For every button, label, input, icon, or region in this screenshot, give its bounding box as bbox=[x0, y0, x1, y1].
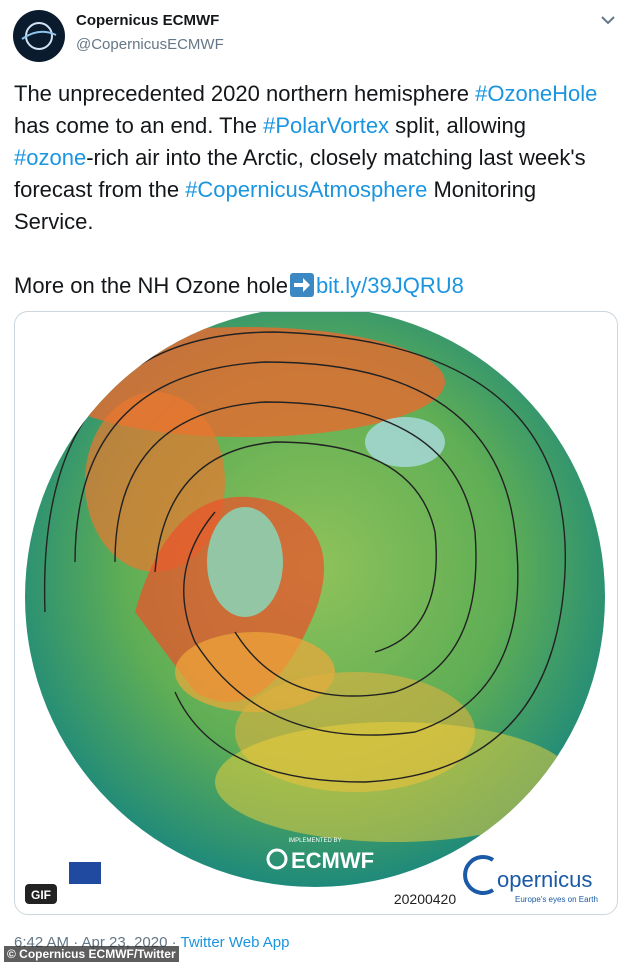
hashtag[interactable]: #PolarVortex bbox=[263, 113, 390, 138]
ozone-field bbox=[43, 327, 575, 842]
copernicus-tagline: Europe's eyes on Earth bbox=[515, 895, 598, 904]
copernicus-logo: opernicus bbox=[497, 867, 592, 892]
tweet-segment: Monitoring Service. bbox=[14, 177, 537, 234]
logos: IMPLEMENTED BY ECMWF opernicus Europe's … bbox=[25, 838, 598, 907]
more-line: More on the NH Ozone hole bit.ly/39JQRU8 bbox=[14, 270, 464, 302]
avatar[interactable] bbox=[12, 9, 66, 63]
globe-image: IMPLEMENTED BY ECMWF opernicus Europe's … bbox=[25, 312, 605, 907]
image-date: 20200420 bbox=[394, 891, 457, 907]
tweet-segment: The unprecedented 2020 northern hemisphe… bbox=[14, 81, 476, 106]
tweet-text: The unprecedented 2020 northern hemisphe… bbox=[14, 78, 610, 238]
hashtag[interactable]: #CopernicusAtmosphere bbox=[185, 177, 428, 202]
author-name[interactable]: Copernicus ECMWF bbox=[76, 12, 220, 29]
menu-chevron[interactable] bbox=[600, 14, 616, 26]
link[interactable]: bit.ly/39JQRU8 bbox=[315, 273, 464, 298]
watermark: © Copernicus ECMWF/Twitter bbox=[4, 946, 179, 962]
ecmwf-logo: ECMWF bbox=[291, 848, 374, 873]
author-handle[interactable]: @CopernicusECMWF bbox=[76, 36, 224, 53]
tweet-segment: -rich air into the Arctic, closely match… bbox=[14, 145, 586, 202]
implemented-by: IMPLEMENTED BY bbox=[288, 838, 341, 844]
hashtag[interactable]: #ozone bbox=[14, 145, 87, 170]
more-text: More on the NH Ozone hole bbox=[14, 273, 288, 298]
gif-badge: GIF bbox=[31, 888, 51, 902]
media[interactable]: IMPLEMENTED BY ECMWF opernicus Europe's … bbox=[14, 311, 618, 915]
tweet-segment: has come to an end. The bbox=[14, 113, 264, 138]
arrow-emoji bbox=[289, 273, 314, 297]
tweet-segment: split, allowing bbox=[389, 113, 527, 138]
hashtag[interactable]: #OzoneHole bbox=[475, 81, 598, 106]
source[interactable]: Twitter Web App bbox=[180, 934, 290, 951]
